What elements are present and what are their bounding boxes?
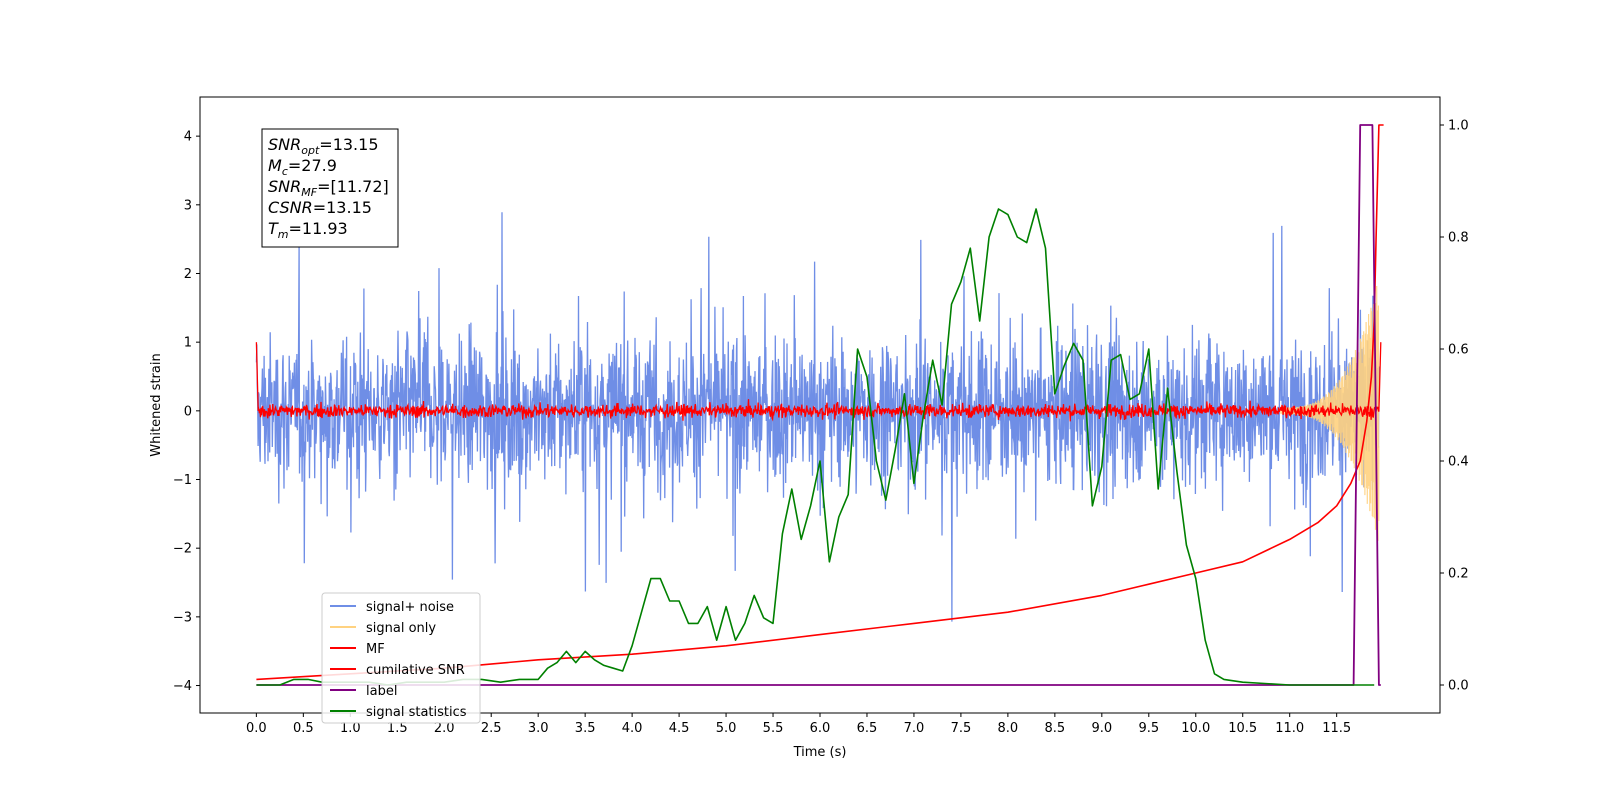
x-tick-label: 11.0	[1275, 721, 1304, 736]
x-tick-label: 8.5	[1045, 721, 1066, 736]
x-tick-label: 7.0	[904, 721, 925, 736]
series-signal-only-line	[1279, 285, 1380, 541]
right-y-tick-label: 0.2	[1448, 567, 1469, 582]
legend-label: signal statistics	[366, 705, 467, 720]
info-line: SNRMF=[11.72]	[268, 177, 389, 199]
right-y-tick-label: 0.6	[1448, 343, 1469, 358]
info-annotation-box: SNRopt=13.15Mc=27.9SNRMF=[11.72]CSNR=13.…	[261, 128, 399, 248]
left-y-tick-label: −3	[173, 610, 192, 625]
left-y-tick-label: −2	[173, 542, 192, 557]
legend-label: signal only	[366, 621, 436, 636]
x-tick-label: 2.0	[434, 721, 455, 736]
x-axis-label: Time (s)	[793, 745, 847, 760]
series-signal-statistics-line	[256, 208, 1375, 686]
left-y-tick-label: −1	[173, 473, 192, 488]
x-tick-label: 10.5	[1228, 721, 1257, 736]
right-y-tick-label: 0.8	[1448, 231, 1469, 246]
left-y-tick-label: 2	[184, 267, 192, 282]
series-label-line	[256, 124, 1381, 686]
series-mf-line	[255, 342, 1382, 422]
x-tick-label: 5.0	[716, 721, 737, 736]
info-line: SNRopt=13.15	[268, 135, 379, 157]
x-tick-label: 1.0	[340, 721, 361, 736]
left-y-tick-label: 1	[184, 336, 192, 351]
x-tick-label: 6.0	[810, 721, 831, 736]
right-y-tick-label: 0.0	[1448, 679, 1469, 694]
x-tick-label: 7.5	[951, 721, 972, 736]
left-y-tick-label: 4	[184, 130, 192, 145]
info-line: Tm=11.93	[268, 219, 348, 241]
legend-label: signal+ noise	[366, 600, 454, 615]
info-box-frame	[261, 128, 399, 248]
right-y-tick-label: 0.4	[1448, 455, 1469, 470]
legend-label: MF	[366, 642, 385, 657]
x-tick-label: 2.5	[481, 721, 502, 736]
legend: signal+ noise signal only MF cumilative SNR…	[321, 592, 481, 724]
left-y-tick-label: 3	[184, 198, 192, 213]
x-tick-label: 8.0	[998, 721, 1019, 736]
x-tick-label: 11.5	[1322, 721, 1351, 736]
x-tick-label: 3.5	[575, 721, 596, 736]
x-tick-label: 4.0	[622, 721, 643, 736]
x-tick-label: 0.5	[293, 721, 314, 736]
legend-label: cumilative SNR	[366, 663, 465, 678]
left-y-tick-label: 0	[184, 404, 192, 419]
plot-area	[255, 124, 1384, 686]
left-y-tick-label: −4	[173, 679, 192, 694]
x-tick-label: 3.0	[528, 721, 549, 736]
x-tick-label: 5.5	[763, 721, 784, 736]
legend-frame	[321, 592, 481, 724]
x-tick-label: 4.5	[669, 721, 690, 736]
series-signal-noise-line	[255, 212, 1380, 622]
y-axis-label: Whitened strain	[149, 353, 164, 456]
x-tick-label: 0.0	[246, 721, 267, 736]
x-axis: 0.0 0.5 1.0 1.5 2.0 2.5 3.0 3.5 4.0 4.5 5.0 5.5 6.0 6…	[246, 713, 1351, 736]
x-tick-label: 6.5	[857, 721, 878, 736]
legend-label: label	[366, 684, 397, 699]
left-y-axis: −4 −3 −2 −1 0 1 2 3 4	[173, 130, 200, 694]
x-tick-label: 10.0	[1181, 721, 1210, 736]
x-tick-label: 1.5	[387, 721, 408, 736]
info-line: CSNR=13.15	[268, 198, 372, 217]
info-line: Mc=27.9	[268, 156, 337, 178]
x-tick-label: 9.5	[1138, 721, 1159, 736]
x-tick-label: 9.0	[1091, 721, 1112, 736]
right-y-tick-label: 1.0	[1448, 119, 1469, 134]
right-y-axis: 0.0 0.2 0.4 0.6 0.8 1.0	[1440, 119, 1469, 694]
